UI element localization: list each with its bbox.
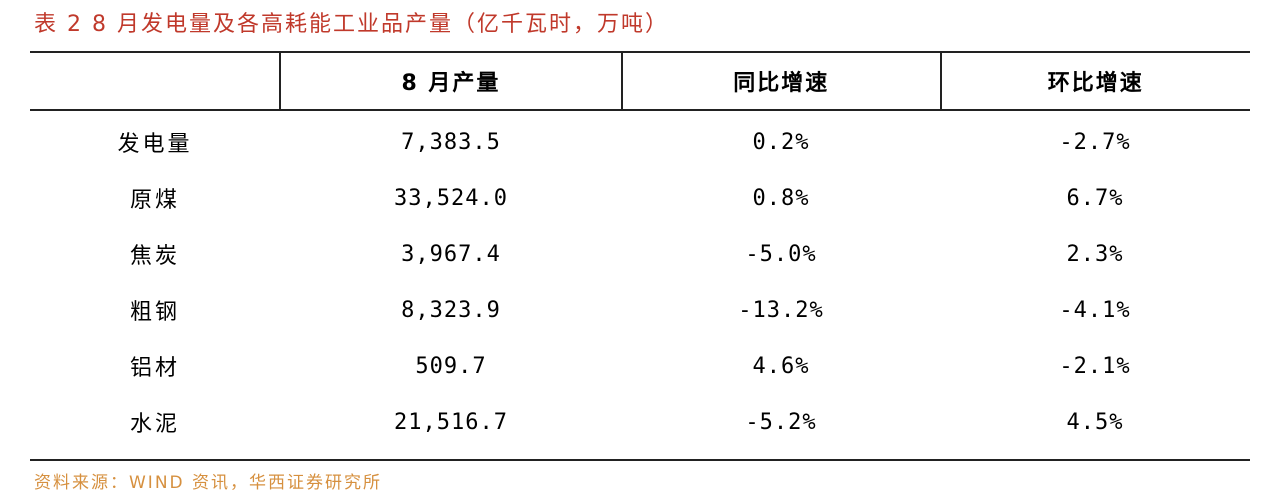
yoy-value: 0.8% [752,185,810,211]
mom-value: 6.7% [1066,185,1124,211]
table-row: 发电量 7,383.5 0.2% -2.7% [30,114,1250,170]
yoy-value: -13.2% [738,297,824,323]
row-label: 原煤 [129,188,180,213]
mom-value: -2.7% [1059,129,1131,155]
row-label: 粗钢 [129,300,180,325]
output-value: 7,383.5 [401,129,501,155]
row-label: 焦炭 [129,244,180,269]
table-row: 水泥 21,516.7 -5.2% 4.5% [30,394,1250,450]
yoy-value: -5.0% [745,241,817,267]
yoy-value: 4.6% [752,353,810,379]
source-note: 资料来源：WIND 资讯，华西证券研究所 [34,473,383,493]
row-label: 发电量 [117,132,193,157]
output-value: 8,323.9 [401,297,501,323]
header-cell-yoy: 同比增速 [621,53,939,109]
mom-value: -4.1% [1059,297,1131,323]
row-label: 水泥 [129,412,180,437]
mom-value: 2.3% [1066,241,1124,267]
output-value: 33,524.0 [394,185,508,211]
header-cell-output: 8 月产量 [278,53,621,109]
yoy-value: -5.2% [745,409,817,435]
table-row: 原煤 33,524.0 0.8% 6.7% [30,170,1250,226]
table-header-row: 8 月产量 同比增速 环比增速 [30,53,1250,111]
data-table: 8 月产量 同比增速 环比增速 发电量 7,383.5 0.2% -2.7% 原… [30,51,1250,461]
table-title: 表 2 8 月发电量及各高耗能工业品产量（亿千瓦时，万吨） [34,12,669,37]
mom-value: -2.1% [1059,353,1131,379]
output-value: 3,967.4 [401,241,501,267]
table-row: 粗钢 8,323.9 -13.2% -4.1% [30,282,1250,338]
header-cell-mom: 环比增速 [939,53,1250,109]
output-value: 21,516.7 [394,409,508,435]
table-row: 铝材 509.7 4.6% -2.1% [30,338,1250,394]
table-row: 焦炭 3,967.4 -5.0% 2.3% [30,226,1250,282]
row-label: 铝材 [129,356,180,381]
output-value: 509.7 [415,353,487,379]
table-body: 发电量 7,383.5 0.2% -2.7% 原煤 33,524.0 0.8% … [30,111,1250,459]
header-cell-item [30,53,279,109]
mom-value: 4.5% [1066,409,1124,435]
yoy-value: 0.2% [752,129,810,155]
